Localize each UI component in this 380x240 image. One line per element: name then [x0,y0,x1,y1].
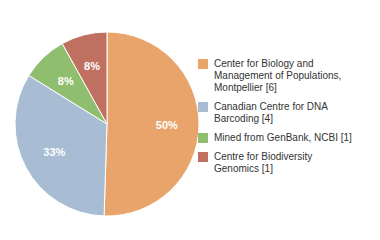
html-text:Mined from GenBank, NCBI [1]: Mined from GenBank, NCBI [1] [214,132,352,143]
svg-text:8%: 8% [84,60,100,72]
svg-text:33%: 33% [43,146,65,158]
svg-text:8%: 8% [58,75,74,87]
html-text:Centre for Biodiversity Genomi: Centre for Biodiversity Genomics [1] [214,151,313,174]
html-text:Center for Biology and Managem: Center for Biology and Management of Pop… [214,58,342,93]
svg-text:50%: 50% [156,119,178,131]
html-text:Canadian Centre for DNA Barcod: Canadian Centre for DNA Barcoding [4] [214,101,328,124]
